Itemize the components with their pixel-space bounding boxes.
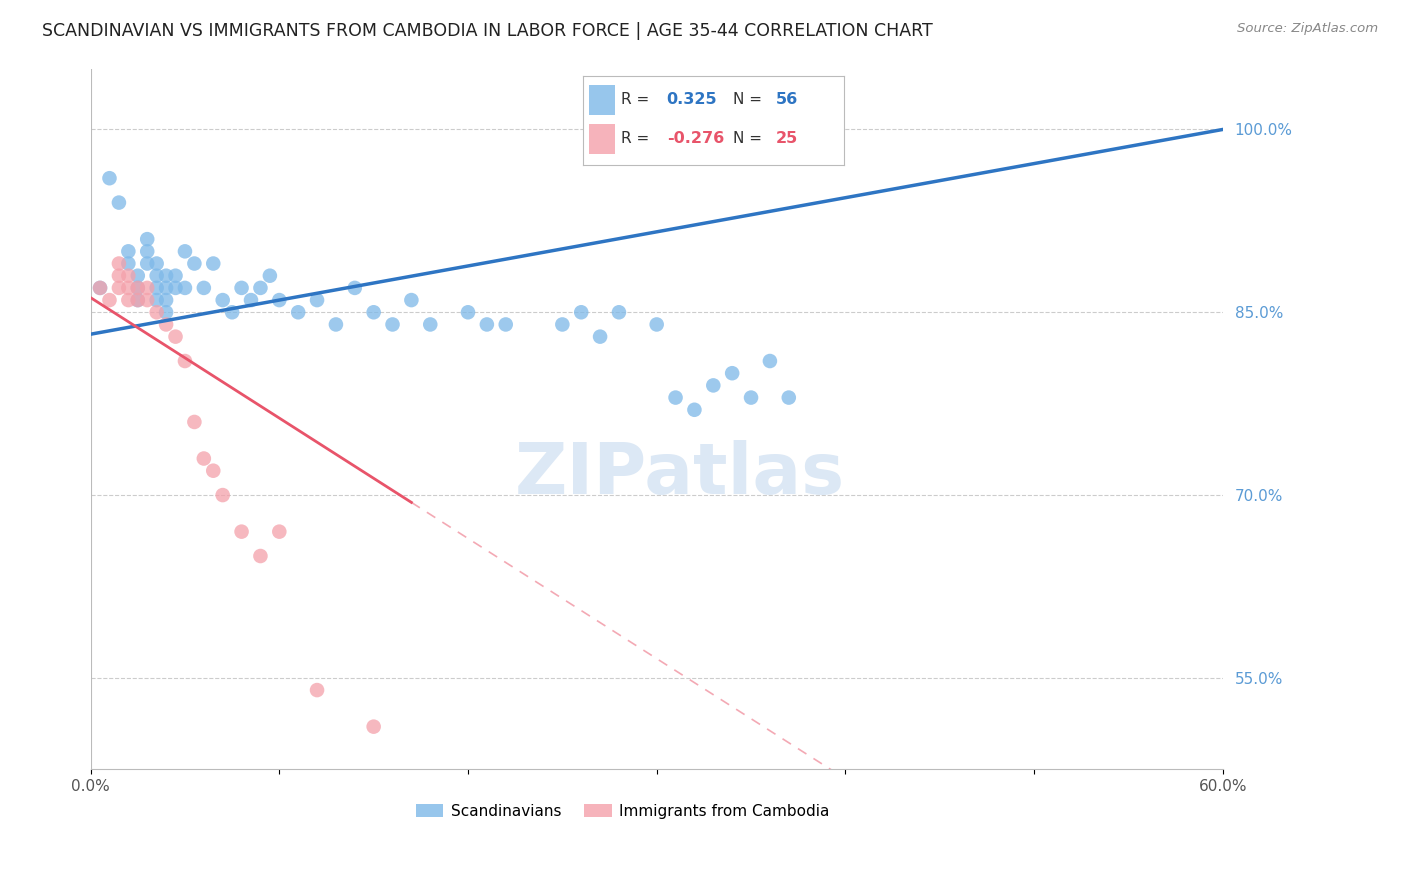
Text: ZIPatlas: ZIPatlas xyxy=(515,441,845,509)
Text: 25: 25 xyxy=(776,131,799,146)
Point xyxy=(117,268,139,283)
Point xyxy=(155,293,177,307)
Point xyxy=(183,256,205,270)
Point xyxy=(108,195,131,210)
Point xyxy=(98,293,121,307)
Point xyxy=(740,391,762,405)
Point xyxy=(475,318,498,332)
Point xyxy=(759,354,782,368)
Point xyxy=(457,305,479,319)
Point xyxy=(108,268,131,283)
Point xyxy=(211,488,233,502)
Text: N =: N = xyxy=(733,131,766,146)
Text: -0.276: -0.276 xyxy=(666,131,724,146)
Point xyxy=(287,305,309,319)
Point xyxy=(419,318,441,332)
Text: Source: ZipAtlas.com: Source: ZipAtlas.com xyxy=(1237,22,1378,36)
Point xyxy=(240,293,263,307)
Point xyxy=(305,293,328,307)
Text: R =: R = xyxy=(621,131,654,146)
Point xyxy=(363,305,385,319)
Point xyxy=(174,281,197,295)
Point xyxy=(702,378,724,392)
Legend: Scandinavians, Immigrants from Cambodia: Scandinavians, Immigrants from Cambodia xyxy=(409,797,837,825)
Text: SCANDINAVIAN VS IMMIGRANTS FROM CAMBODIA IN LABOR FORCE | AGE 35-44 CORRELATION : SCANDINAVIAN VS IMMIGRANTS FROM CAMBODIA… xyxy=(42,22,934,40)
Point xyxy=(155,281,177,295)
Point xyxy=(211,293,233,307)
Point xyxy=(98,171,121,186)
Point xyxy=(183,415,205,429)
Point xyxy=(683,402,706,417)
Point xyxy=(145,305,167,319)
Point xyxy=(155,318,177,332)
Text: N =: N = xyxy=(733,92,766,107)
Point xyxy=(221,305,243,319)
Point xyxy=(145,281,167,295)
Point xyxy=(249,281,271,295)
Point xyxy=(117,256,139,270)
Point xyxy=(127,293,149,307)
Text: R =: R = xyxy=(621,92,654,107)
Point xyxy=(778,391,800,405)
Point xyxy=(249,549,271,563)
Point xyxy=(145,256,167,270)
Point xyxy=(305,683,328,698)
Point xyxy=(145,268,167,283)
Point xyxy=(381,318,404,332)
Point xyxy=(721,366,744,380)
Point xyxy=(136,244,159,259)
Point xyxy=(108,256,131,270)
Point xyxy=(551,318,574,332)
Point xyxy=(127,268,149,283)
Point xyxy=(89,281,111,295)
Point xyxy=(664,391,686,405)
Point xyxy=(645,318,668,332)
Point xyxy=(108,281,131,295)
Point xyxy=(343,281,366,295)
Point xyxy=(136,232,159,246)
Point xyxy=(174,354,197,368)
Bar xyxy=(589,124,614,154)
Point xyxy=(193,451,215,466)
Point xyxy=(155,305,177,319)
Point xyxy=(117,293,139,307)
Point xyxy=(193,281,215,295)
Point xyxy=(259,268,281,283)
Point xyxy=(117,244,139,259)
Point xyxy=(202,256,225,270)
Point xyxy=(174,244,197,259)
Point xyxy=(127,293,149,307)
Point xyxy=(325,318,347,332)
Point xyxy=(136,256,159,270)
Bar xyxy=(589,85,614,115)
Point xyxy=(589,329,612,343)
Point xyxy=(363,720,385,734)
Point xyxy=(136,293,159,307)
Point xyxy=(155,268,177,283)
Point xyxy=(401,293,423,307)
Point xyxy=(165,329,187,343)
Point xyxy=(127,281,149,295)
Point xyxy=(165,281,187,295)
Point xyxy=(231,524,253,539)
Point xyxy=(569,305,592,319)
Point xyxy=(269,524,291,539)
Point xyxy=(117,281,139,295)
Point xyxy=(231,281,253,295)
Point xyxy=(145,293,167,307)
Point xyxy=(607,305,630,319)
Text: 0.325: 0.325 xyxy=(666,92,717,107)
Point xyxy=(269,293,291,307)
Point xyxy=(495,318,517,332)
Point xyxy=(127,281,149,295)
Point xyxy=(202,464,225,478)
Point xyxy=(165,268,187,283)
Point xyxy=(136,281,159,295)
Text: 56: 56 xyxy=(776,92,799,107)
Point xyxy=(89,281,111,295)
